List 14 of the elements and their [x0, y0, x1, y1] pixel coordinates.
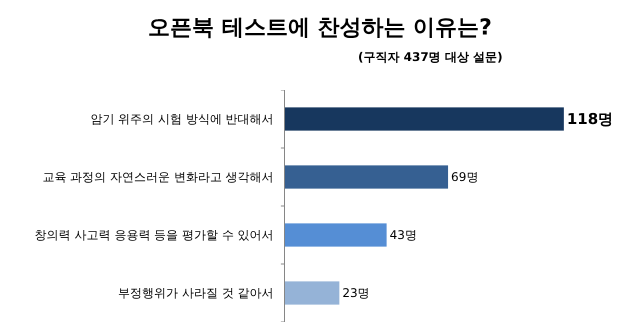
bar	[285, 107, 564, 131]
chart-subtitle: (구직자 437명 대상 설문)	[358, 50, 503, 64]
y-tick-label: 교육 과정의 자연스러운 변화라고 생각해서	[42, 170, 274, 184]
bar	[285, 223, 387, 247]
y-tick-label: 암기 위주의 시험 방식에 반대해서	[90, 112, 274, 126]
y-tick-label: 창의력 사고력 응용력 등을 평가할 수 있어서	[34, 228, 274, 242]
data-label: 43명	[390, 228, 417, 242]
data-label: 23명	[342, 286, 370, 300]
data-label: 69명	[451, 170, 478, 184]
bar	[285, 165, 448, 189]
y-tick-label: 부정행위가 사라질 것 같아서	[118, 286, 274, 300]
chart-title: 오픈북 테스트에 찬성하는 이유는?	[148, 16, 492, 41]
bar	[285, 281, 340, 305]
data-label: 118명	[566, 110, 614, 128]
